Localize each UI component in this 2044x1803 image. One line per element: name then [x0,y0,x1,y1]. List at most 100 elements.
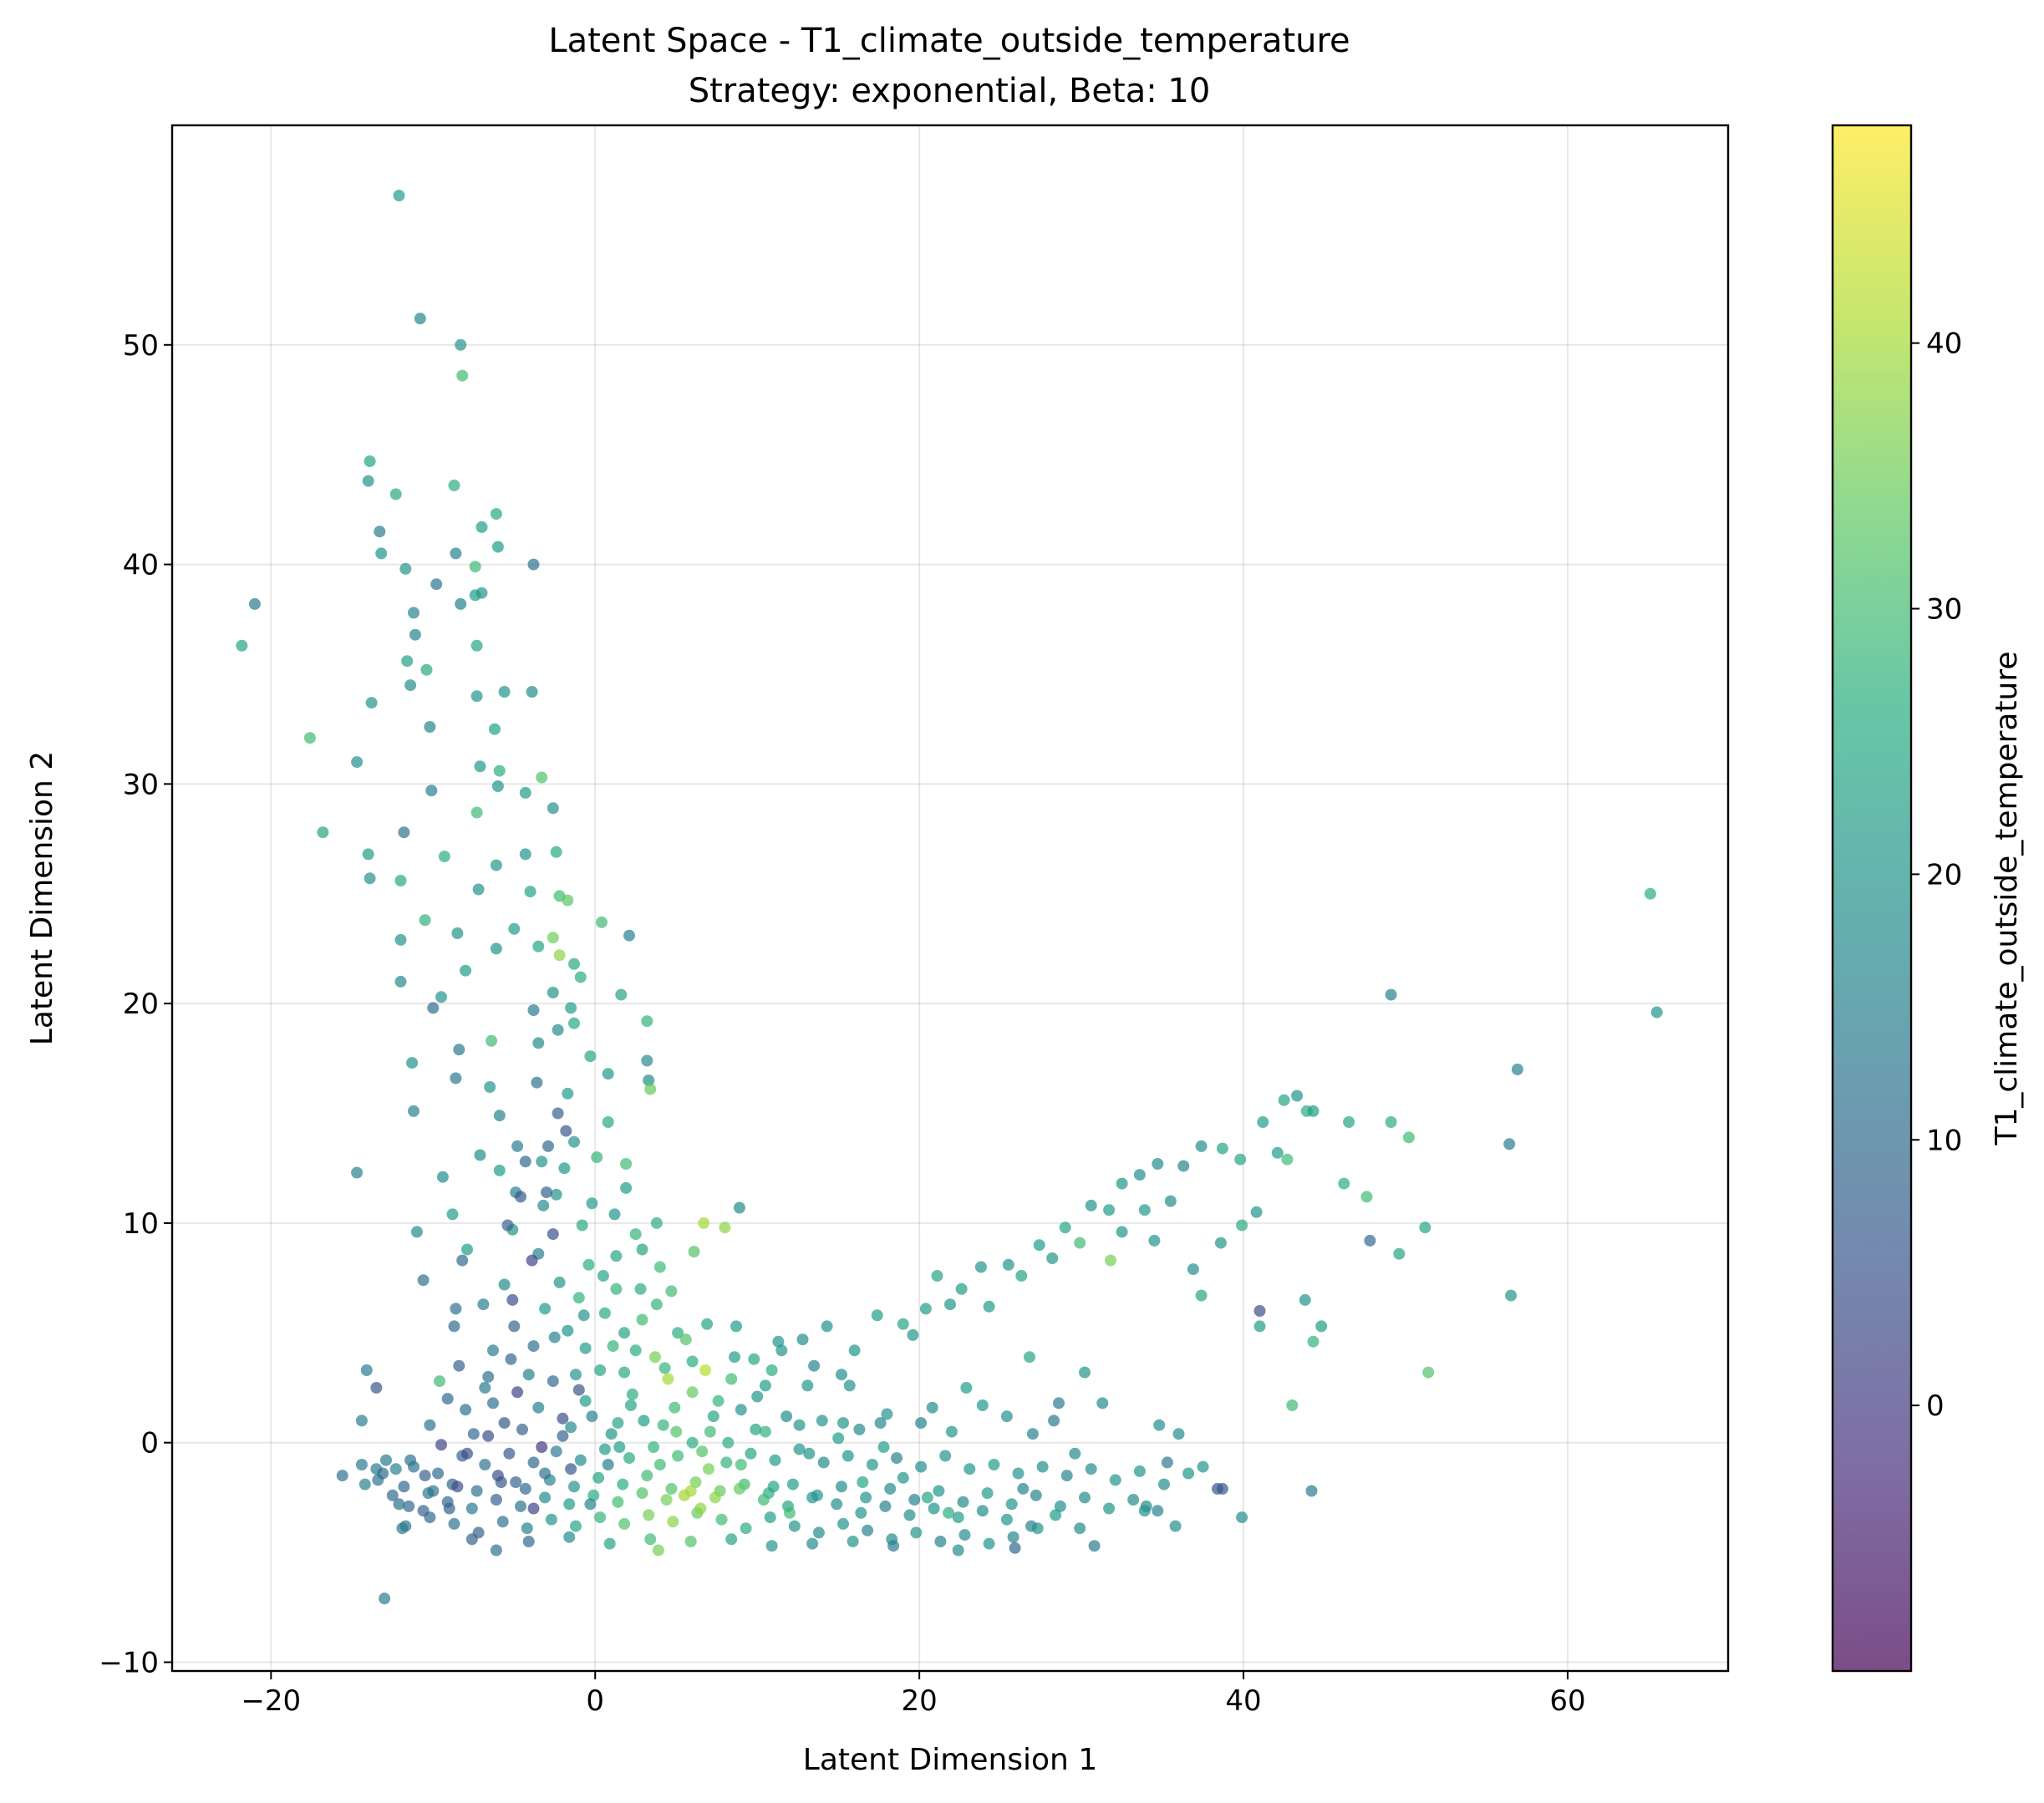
data-point [769,1454,781,1466]
data-point [874,1417,887,1430]
data-point [336,1470,348,1482]
data-point [644,1533,657,1546]
data-point [1385,988,1397,1001]
data-point [389,488,402,500]
data-point [414,312,426,325]
plot-frame [170,124,1730,1673]
data-point [594,1511,607,1524]
data-point [620,1181,633,1194]
data-point [531,1076,543,1089]
data-point [662,1373,674,1385]
data-point [596,916,608,928]
data-point [1000,1410,1013,1423]
data-point [836,1369,847,1381]
data-point [1187,1263,1199,1276]
data-point [1216,1142,1228,1155]
data-point [660,1494,673,1506]
data-point [816,1414,828,1427]
data-point [453,1044,465,1056]
colorbar-tick-label: 30 [1926,593,1962,627]
data-point [470,690,483,703]
data-point [524,886,536,898]
data-point [572,1384,585,1396]
data-point [881,1408,893,1420]
data-point [670,1425,683,1438]
data-point [579,1342,592,1354]
data-point [934,1536,947,1547]
data-point [563,1531,576,1543]
data-point [1177,1160,1190,1172]
data-point [470,639,483,652]
data-point [521,1522,533,1535]
data-point [672,1450,684,1462]
data-point [477,1298,490,1311]
data-point [472,883,485,896]
data-point [1133,1169,1146,1181]
data-point [678,1489,690,1501]
data-point [620,1158,633,1170]
data-point [915,1460,928,1473]
data-point [1009,1541,1021,1554]
data-point [603,1537,616,1550]
data-point [1138,1204,1151,1216]
data-point [610,1250,623,1262]
data-point [1053,1397,1065,1409]
data-point [362,475,374,487]
data-point [424,1419,436,1431]
data-point [686,1355,699,1368]
data-point [448,1517,460,1530]
colorbar [1831,124,1913,1673]
data-point [401,655,414,668]
data-point [568,1017,580,1029]
data-point [577,1309,590,1322]
colorbar-ticks: 0 10 20 30 40 [1911,328,1962,1423]
data-point [364,872,376,885]
data-point [532,940,545,952]
data-point [519,1482,531,1495]
data-point [537,1199,550,1211]
data-point [465,1502,478,1515]
data-point [1005,1498,1018,1511]
data-point [482,1430,495,1442]
data-point [448,1320,460,1333]
data-point [793,1419,806,1431]
data-point [591,1151,603,1164]
data-point [877,1441,890,1453]
data-point [862,1524,874,1536]
data-point [964,1463,976,1475]
data-point [358,1478,371,1491]
data-point [594,1364,607,1376]
x-axis-label: Latent Dimension 1 [803,1743,1097,1777]
data-point [1103,1204,1116,1216]
data-point [623,929,635,942]
data-point [653,1459,666,1470]
data-point [939,1450,952,1462]
data-point [475,521,488,533]
data-point [432,1467,445,1480]
data-point [730,1320,742,1333]
data-point [597,1270,609,1282]
data-point [943,1506,955,1519]
data-point [1012,1467,1025,1480]
data-point [1271,1146,1284,1159]
data-point [629,1228,642,1241]
data-point [1422,1366,1435,1379]
data-point [541,1186,552,1199]
data-point [1195,1289,1208,1302]
data-point [572,1292,585,1304]
data-point [1133,1465,1146,1477]
data-point [450,1303,462,1315]
data-point [487,1344,499,1357]
data-point [482,1370,495,1383]
x-tick-label: 60 [1549,1684,1585,1718]
x-tick-label: 40 [1225,1684,1261,1718]
data-point [469,589,481,602]
data-point [879,1500,892,1512]
data-point [981,1487,994,1500]
data-point [536,1441,548,1453]
data-point [921,1491,933,1504]
data-point [545,1513,557,1526]
y-axis-label: Latent Dimension 2 [25,751,59,1045]
data-point [467,1428,480,1440]
data-point [1161,1456,1173,1469]
